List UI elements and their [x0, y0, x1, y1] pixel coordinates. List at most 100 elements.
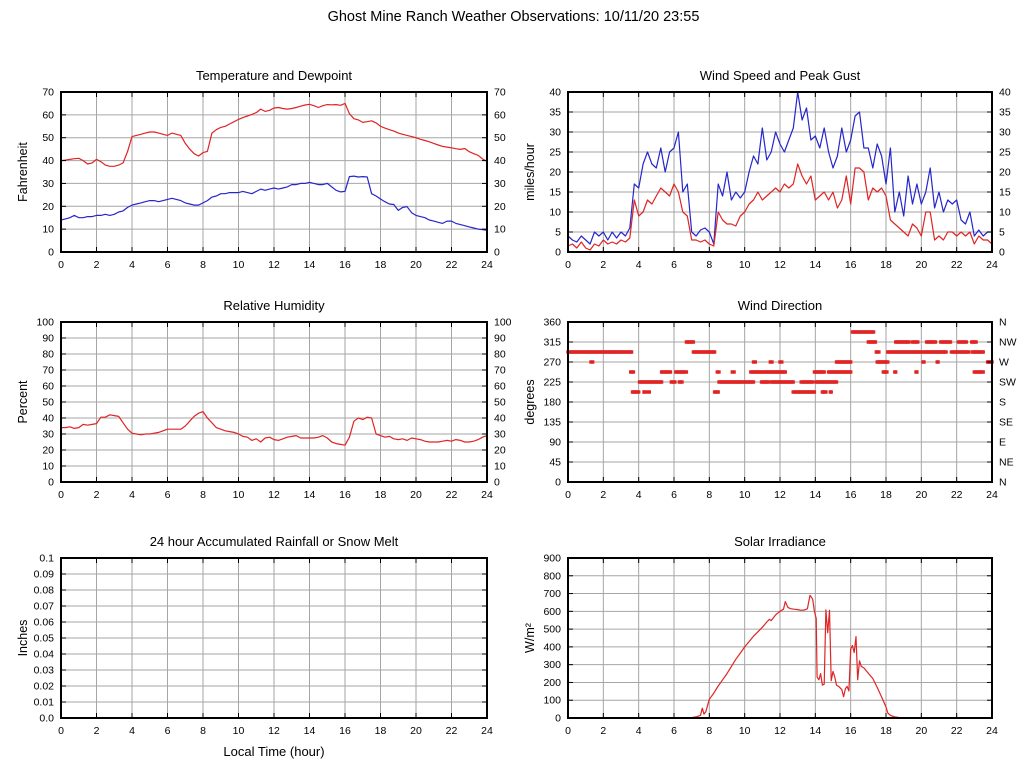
x-tick-label: 16: [845, 489, 857, 501]
y-tick-label: 0: [555, 477, 561, 489]
x-tick-label: 24: [986, 725, 998, 737]
x-tick-label: 6: [165, 259, 171, 271]
y-tick-label: 400: [543, 641, 561, 653]
compass-label: NE: [999, 457, 1014, 469]
tick-marks: [567, 91, 993, 253]
y-tick-label: 0: [48, 247, 54, 259]
y-tick-label: 40: [549, 87, 561, 99]
x-tick-label: 18: [880, 489, 892, 501]
x-tick-label: 10: [233, 725, 245, 737]
x-tick-label: 16: [845, 259, 857, 271]
y-tick-label-right: 0: [999, 247, 1005, 259]
y-tick-label: 50: [42, 397, 54, 409]
irradiance-line: [568, 594, 992, 719]
wind-speed-line: [567, 163, 993, 251]
y-tick-label: 225: [543, 377, 561, 389]
x-tick-label: 2: [600, 489, 606, 501]
humidity-line: [61, 411, 488, 446]
y-tick-label: 10: [549, 207, 561, 219]
x-tick-label: 12: [774, 489, 786, 501]
grid-lines: [568, 322, 992, 482]
y-tick-label: 0.08: [34, 585, 55, 597]
chart-title: Wind Speed and Peak Gust: [700, 68, 861, 83]
y-tick-label: 0.01: [34, 697, 55, 709]
chart-title: Relative Humidity: [223, 298, 325, 313]
compass-label: N: [999, 317, 1007, 329]
y-tick-label: 45: [549, 457, 561, 469]
y-axis-label: W/m²: [523, 623, 537, 653]
y-tick-label: 0: [48, 477, 54, 489]
x-tick-label: 4: [636, 259, 642, 271]
tick-marks: [567, 557, 993, 719]
x-tick-label: 12: [268, 725, 280, 737]
x-tick-label: 8: [200, 725, 206, 737]
y-tick-label: 360: [543, 317, 561, 329]
y-tick-label: 0.0: [39, 713, 54, 725]
y-tick-label: 800: [543, 570, 561, 582]
x-tick-label: 14: [809, 489, 821, 501]
y-tick-label: 20: [42, 445, 54, 457]
y-tick-label: 270: [543, 357, 561, 369]
x-tick-label: 20: [915, 489, 927, 501]
compass-label: SW: [999, 377, 1016, 389]
y-tick-label-right: 70: [494, 87, 506, 99]
x-tick-label: 24: [481, 489, 493, 501]
y-tick-label-right: 70: [494, 365, 506, 377]
wind-speed-gust-chart: 0 2 4 6 8 10 12 14 16 18 20 22 240510152025303540051…: [523, 68, 1011, 271]
y-tick-label: 50: [42, 132, 54, 144]
y-tick-label: 0.06: [34, 617, 55, 629]
x-tick-label: 2: [94, 489, 100, 501]
grid-lines: [61, 92, 487, 252]
compass-label: S: [999, 397, 1006, 409]
x-tick-label: 22: [446, 725, 458, 737]
tick-marks: [60, 321, 488, 483]
chart-title: 24 hour Accumulated Rainfall or Snow Mel…: [150, 534, 399, 549]
tick-marks: [60, 557, 488, 719]
x-tick-label: 10: [233, 489, 245, 501]
y-tick-label: 500: [543, 624, 561, 636]
y-tick-label-right: 15: [999, 187, 1011, 199]
x-tick-label: 6: [671, 725, 677, 737]
y-tick-label: 900: [543, 553, 561, 565]
y-tick-label: 135: [543, 417, 561, 429]
x-tick-label: 2: [94, 725, 100, 737]
x-tick-label: 8: [706, 725, 712, 737]
y-tick-label: 200: [543, 677, 561, 689]
x-tick-label: 22: [446, 489, 458, 501]
tick-marks: [567, 321, 993, 483]
x-tick-label: 24: [481, 259, 493, 271]
y-tick-label: 25: [549, 147, 561, 159]
x-tick-label: 4: [129, 259, 135, 271]
x-tick-label: 2: [94, 259, 100, 271]
x-tick-label: 8: [706, 259, 712, 271]
y-tick-label-right: 20: [999, 167, 1011, 179]
y-tick-label: 315: [543, 337, 561, 349]
x-tick-label: 14: [304, 489, 316, 501]
x-tick-label: 4: [129, 489, 135, 501]
y-tick-label: 60: [42, 381, 54, 393]
compass-label: W: [999, 357, 1009, 369]
x-tick-label: 22: [446, 259, 458, 271]
y-tick-label: 180: [543, 397, 561, 409]
y-tick-label: 40: [42, 413, 54, 425]
x-tick-label: 6: [671, 489, 677, 501]
temperature-dewpoint-chart: 0 2 4 6 8 10 12 14 16 18 20 22 240102030405060700102…: [16, 68, 506, 271]
y-tick-label: 0.05: [34, 633, 55, 645]
x-tick-label: 10: [233, 259, 245, 271]
y-tick-label-right: 20: [494, 445, 506, 457]
y-tick-label: 20: [42, 201, 54, 213]
solar-irradiance-chart: 0 2 4 6 8 10 12 14 16 18 20 22 240100200300400500600…: [523, 534, 998, 737]
x-tick-label: 4: [636, 489, 642, 501]
y-tick-label: 0.09: [34, 569, 55, 581]
y-tick-label-right: 40: [494, 413, 506, 425]
x-tick-label: 10: [739, 489, 751, 501]
y-tick-label-right: 0: [494, 477, 500, 489]
x-tick-label: 2: [600, 259, 606, 271]
y-tick-label: 30: [42, 178, 54, 190]
x-tick-label: 14: [304, 259, 316, 271]
y-tick-label-right: 30: [494, 178, 506, 190]
x-tick-label: 0: [58, 489, 64, 501]
y-tick-label-right: 40: [494, 155, 506, 167]
direction-markers: [566, 330, 994, 394]
